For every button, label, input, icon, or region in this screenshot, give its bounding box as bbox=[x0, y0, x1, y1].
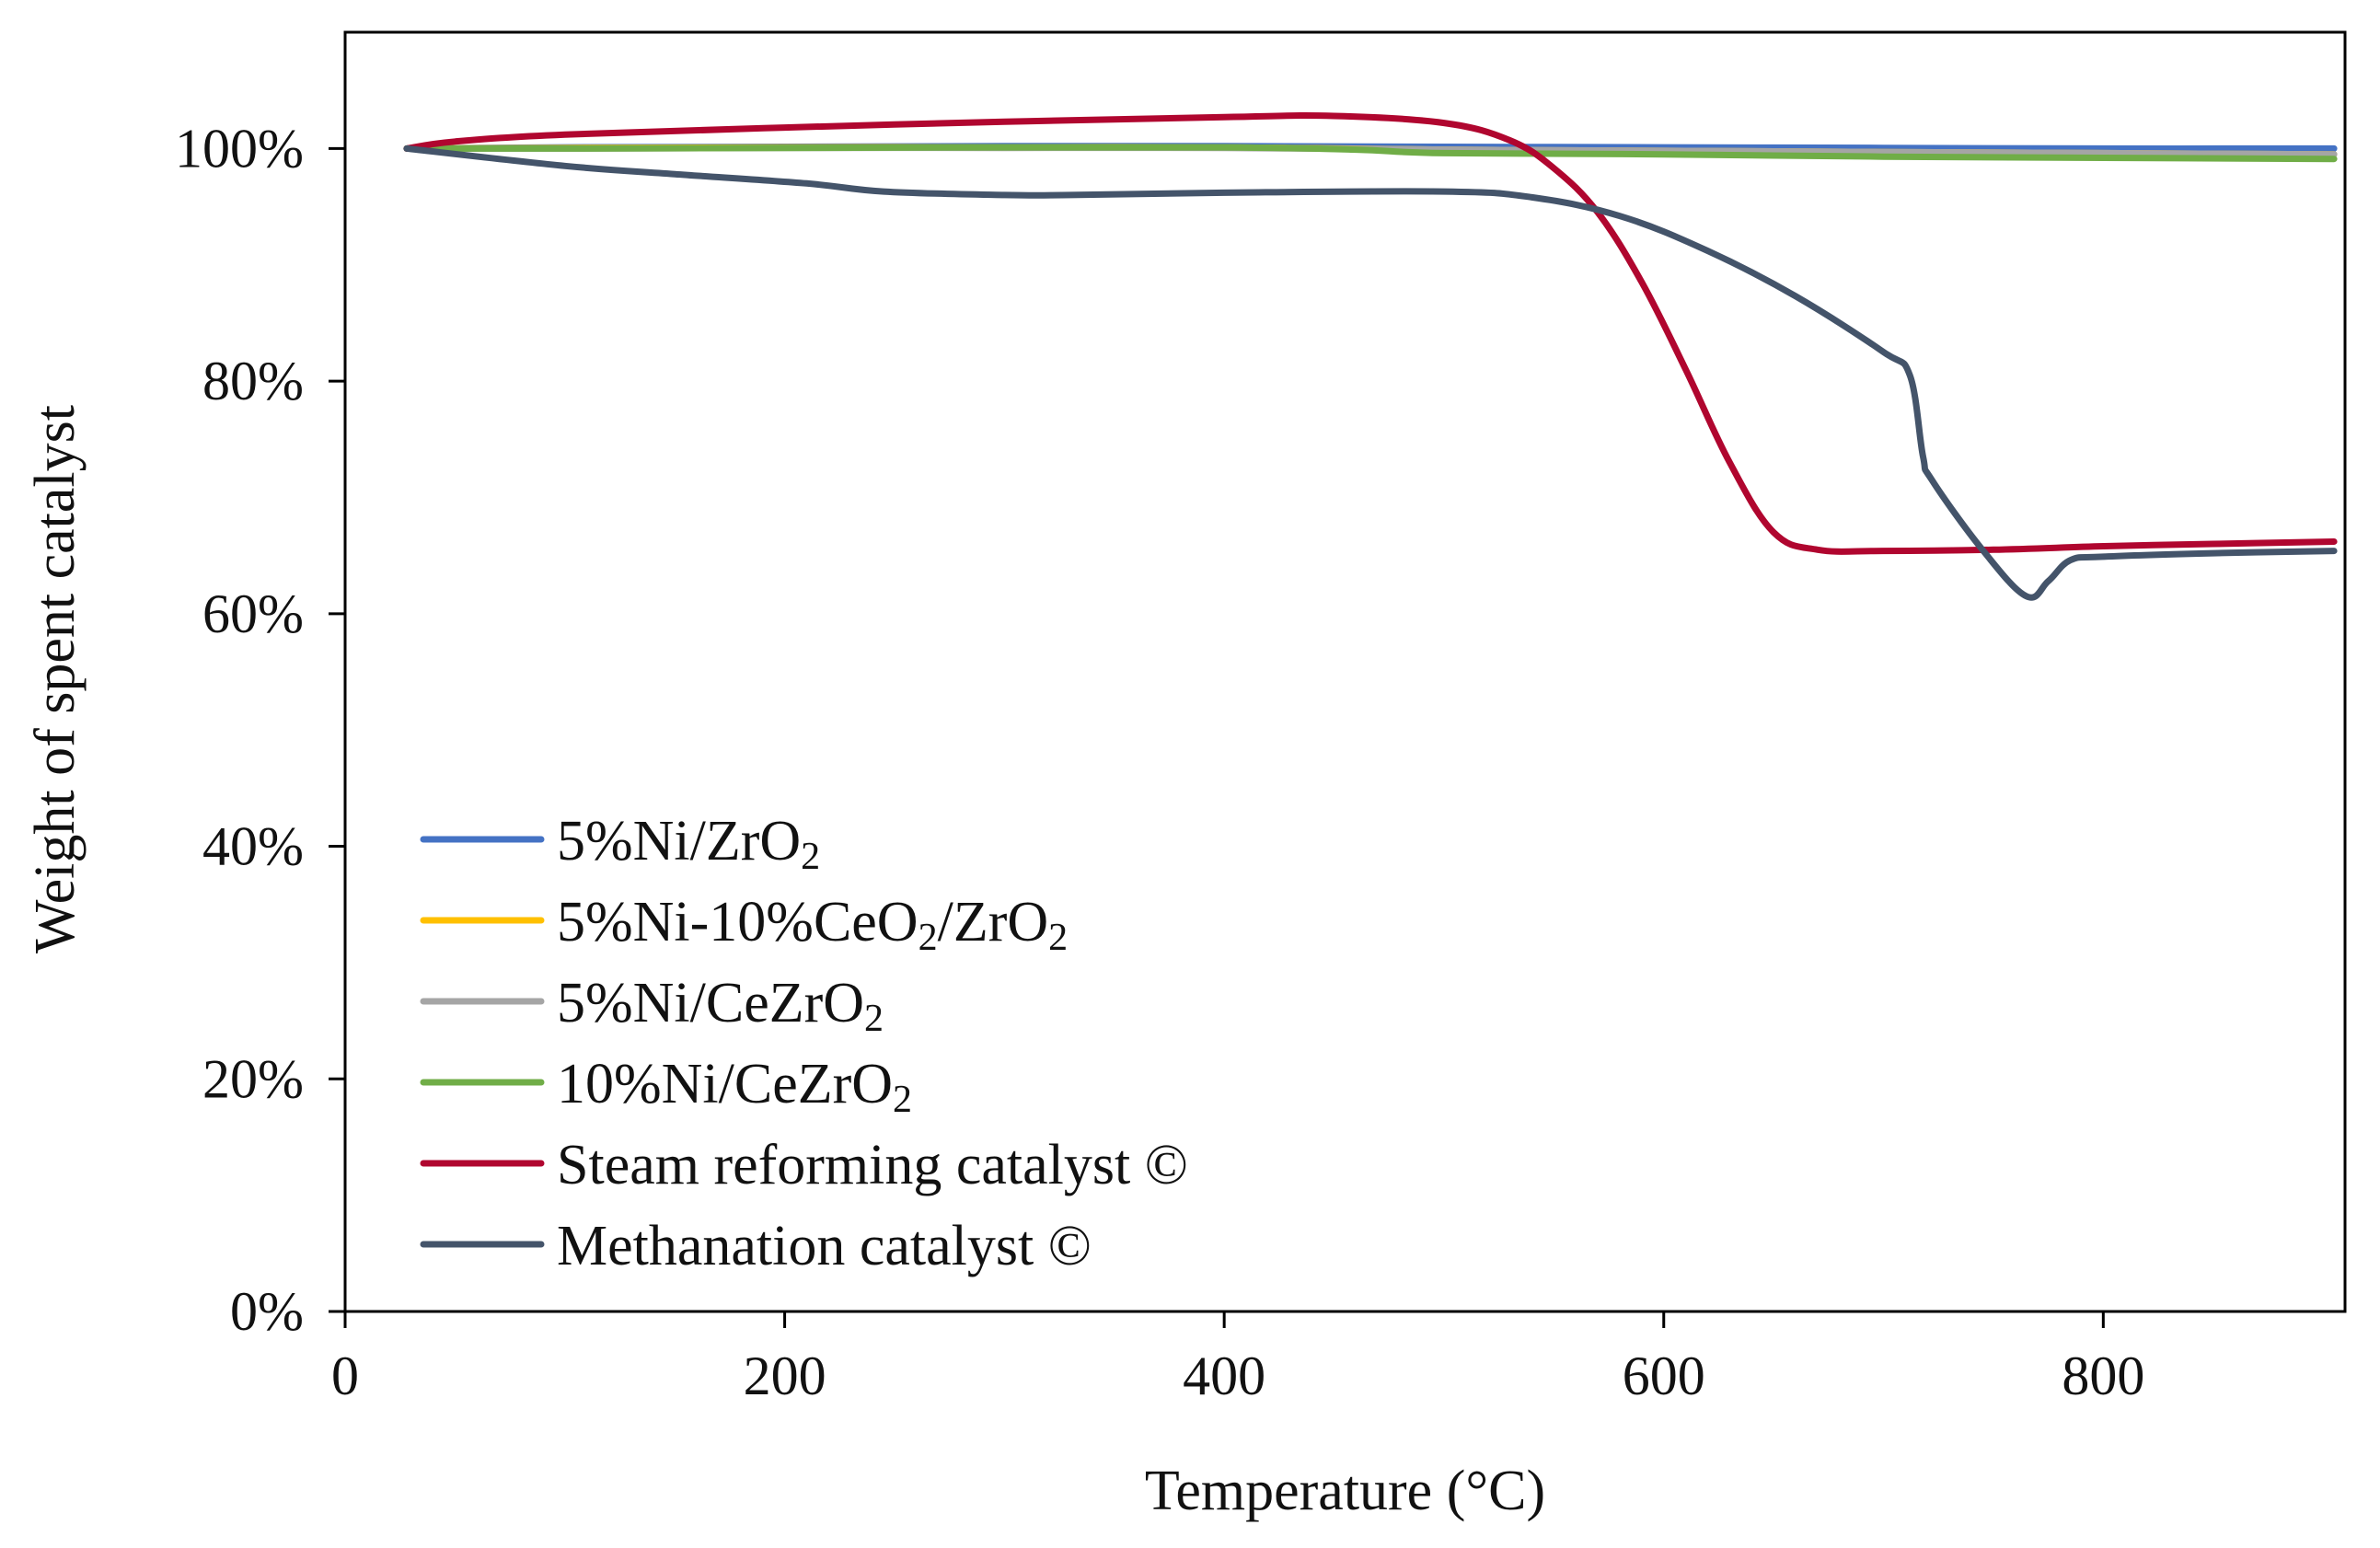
x-tick-label: 0 bbox=[331, 1346, 359, 1406]
x-tick-label: 200 bbox=[744, 1346, 826, 1406]
series-line-6 bbox=[403, 144, 2338, 601]
plot-border bbox=[343, 30, 2347, 1313]
y-axis-title: Weight of spent catalyst bbox=[24, 405, 87, 953]
legend-label-4: 10%Ni/CeZrO2 bbox=[557, 1053, 912, 1121]
series-line-4 bbox=[403, 144, 2338, 163]
series-layer bbox=[403, 112, 2338, 601]
x-axis-title: Temperature (°C) bbox=[1145, 1460, 1545, 1522]
legend-label-6: Methanation catalyst © bbox=[557, 1215, 1092, 1277]
y-tick-label: 40% bbox=[202, 816, 304, 877]
series-line-5 bbox=[403, 112, 2338, 555]
x-tick-label: 600 bbox=[1623, 1346, 1705, 1406]
axis-layer: 0 200 400 600 800 0% 20% 40% 60% 80% 100% bbox=[175, 118, 2144, 1406]
y-tick-label: 100% bbox=[175, 118, 304, 179]
legend-label-1: 5%Ni/ZrO2 bbox=[557, 810, 820, 878]
x-tick-label: 800 bbox=[2062, 1346, 2144, 1406]
legend-label-3: 5%Ni/CeZrO2 bbox=[557, 972, 884, 1040]
y-tick-label: 60% bbox=[202, 583, 304, 644]
y-tick-label: 80% bbox=[202, 351, 304, 411]
legend-label-2: 5%Ni-10%CeO2/ZrO2 bbox=[557, 891, 1068, 959]
y-tick-label: 0% bbox=[230, 1281, 304, 1342]
x-tick-label: 400 bbox=[1183, 1346, 1265, 1406]
plot-area bbox=[343, 30, 2347, 1313]
legend: 5%Ni/ZrO2 5%Ni-10%CeO2/ZrO2 5%Ni/CeZrO2 10%… bbox=[420, 810, 1188, 1277]
y-tick-label: 20% bbox=[202, 1048, 304, 1109]
legend-label-5: Steam reforming catalyst © bbox=[557, 1134, 1188, 1196]
